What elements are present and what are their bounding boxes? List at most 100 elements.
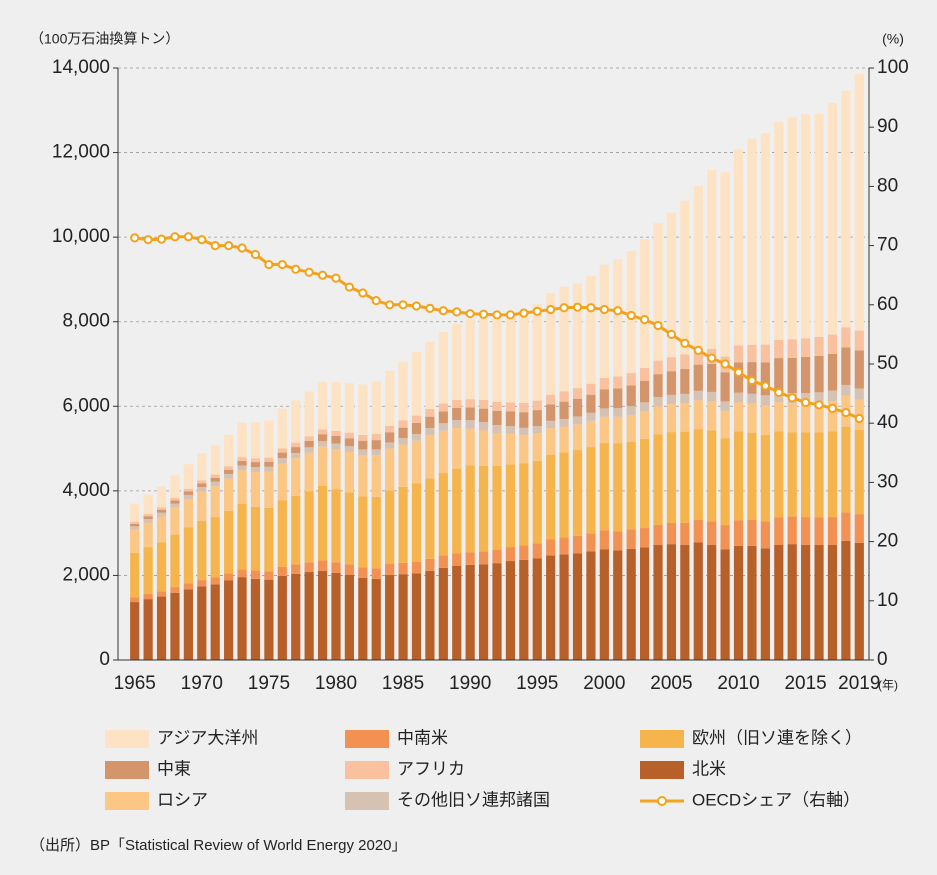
x-axis-label: (年) (878, 678, 898, 692)
bar-segment (519, 309, 529, 403)
bar-segment (707, 169, 717, 349)
bar-segment (505, 402, 516, 412)
bar-segment (143, 514, 153, 517)
bar-segment (385, 448, 395, 491)
y-tick-label: 8,000 (62, 311, 110, 332)
line-marker (143, 235, 153, 245)
bar-segment (358, 449, 368, 456)
bar-segment (532, 558, 542, 660)
bar-segment (653, 524, 663, 545)
bar-segment (304, 440, 314, 448)
line-marker (707, 353, 717, 363)
bar-segment (626, 442, 636, 530)
bar-segment (277, 448, 287, 453)
bar-segment (210, 474, 220, 478)
line-marker (586, 303, 596, 313)
line-marker (344, 282, 354, 292)
bar-segment (666, 432, 677, 523)
bar-segment (801, 432, 811, 518)
bar-segment (733, 149, 744, 346)
bar-segment (841, 90, 851, 328)
bar-segment (519, 427, 529, 436)
x-tick-label: 2010 (717, 673, 759, 694)
bar-segment (143, 594, 153, 600)
y2-tick-label: 60 (877, 294, 898, 315)
bar-segment (693, 349, 703, 365)
bar-segment (304, 452, 314, 492)
line-marker (505, 310, 516, 320)
bar-segment (760, 133, 770, 345)
bar-segment (452, 553, 462, 566)
x-tick-label: 2019 (838, 673, 880, 694)
bar-segment (505, 464, 516, 548)
bar-segment (546, 404, 556, 421)
bar-segment (425, 341, 435, 410)
bar-segment (331, 430, 341, 436)
bar-segment (841, 426, 851, 513)
legend-label: ロシア (157, 790, 208, 809)
bar-segment (438, 555, 448, 568)
bar-segment (814, 544, 824, 660)
line-marker (425, 303, 435, 313)
bar-segment (183, 589, 193, 660)
bar-segment (411, 352, 422, 416)
bar-segment (478, 399, 489, 409)
bar-segment (130, 529, 140, 554)
bar-segment (827, 544, 838, 660)
bar-segment (586, 394, 596, 413)
line-marker (371, 296, 381, 306)
bar-segment (854, 73, 864, 331)
bar-segment (666, 544, 677, 660)
bar-segment (304, 491, 314, 563)
bar-segment (264, 507, 274, 572)
bar-segment (465, 420, 475, 429)
bar-segment (626, 406, 636, 415)
bar-segment (371, 433, 381, 441)
bar-segment (586, 383, 596, 395)
bar-segment (411, 422, 422, 434)
bar-segment (156, 512, 167, 517)
line-marker (680, 338, 690, 348)
bar-segment (801, 338, 811, 358)
bar-segment (572, 424, 583, 451)
bar-segment (425, 428, 435, 436)
bar-segment (814, 392, 824, 403)
bar-segment (250, 458, 261, 463)
bar-segment (572, 398, 583, 417)
bar-segment (733, 345, 744, 363)
bar-segment (733, 402, 744, 432)
bar-segment (626, 529, 636, 549)
bar-segment (438, 567, 448, 660)
bar-segment (237, 569, 247, 578)
bar-segment (707, 364, 717, 392)
bar-segment (170, 592, 180, 660)
bar-segment (572, 553, 583, 660)
bar-segment (505, 312, 516, 403)
bar-segment (787, 403, 797, 433)
bar-segment (505, 426, 516, 434)
bar-segment (559, 554, 569, 660)
bar-segment (224, 573, 234, 581)
line-marker (411, 301, 422, 311)
bar-segment (640, 547, 650, 660)
bar-segment (425, 570, 435, 660)
bar-segment (599, 530, 609, 550)
bar-segment (344, 383, 354, 433)
bar-segment (760, 435, 770, 522)
bar-segment (304, 391, 314, 437)
bar-segment (492, 410, 502, 426)
legend-label: 北米 (692, 759, 726, 778)
bar-segment (452, 420, 462, 429)
bar-segment (304, 562, 314, 573)
bar-segment (385, 564, 395, 576)
x-tick-label: 2000 (583, 673, 625, 694)
bar-segment (827, 353, 838, 391)
bar-segment (197, 580, 207, 587)
bar-segment (519, 463, 529, 546)
legend-label: アフリカ (397, 759, 465, 778)
bar-segment (599, 416, 609, 444)
bar-segment (801, 403, 811, 433)
bar-segment (237, 457, 247, 461)
bar-segment (425, 416, 435, 429)
y2-tick-label: 0 (877, 649, 888, 670)
